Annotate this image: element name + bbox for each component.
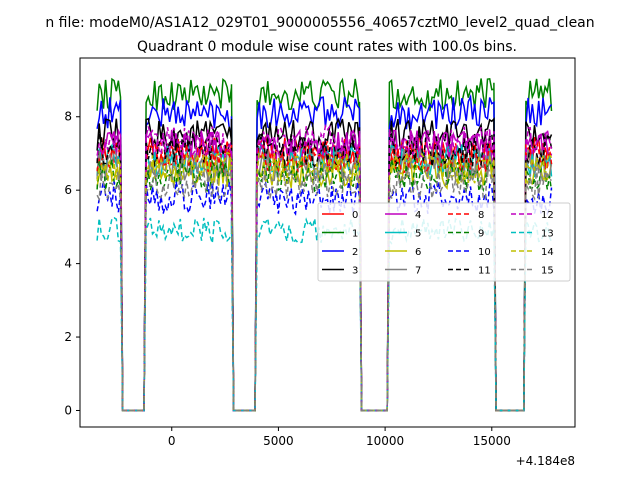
series-line-10 xyxy=(96,181,553,412)
chart-title: Quadrant 0 module wise count rates with … xyxy=(137,39,517,55)
series-line-7 xyxy=(96,146,553,412)
x-tick-label: 0 xyxy=(168,434,176,448)
legend-label-9: 9 xyxy=(478,229,484,240)
y-tick-label: 0 xyxy=(64,403,72,417)
series-line-8 xyxy=(96,139,553,412)
legend-label-8: 8 xyxy=(478,210,484,221)
x-tick-label: 15000 xyxy=(473,434,511,448)
figure-suptitle: n file: modeM0/AS1A12_029T01_9000005556_… xyxy=(45,15,594,31)
series-line-13 xyxy=(96,216,553,412)
legend-label-0: 0 xyxy=(352,210,358,221)
series-line-11 xyxy=(96,131,553,412)
series-line-15 xyxy=(96,165,552,412)
y-tick-label: 8 xyxy=(64,110,72,124)
series-line-14 xyxy=(96,151,553,412)
legend-label-12: 12 xyxy=(541,210,554,221)
legend-label-1: 1 xyxy=(352,229,358,240)
plot-frame xyxy=(79,57,576,428)
x-tick-label: 5000 xyxy=(263,434,294,448)
legend-label-3: 3 xyxy=(352,266,358,277)
legend-label-13: 13 xyxy=(541,229,554,240)
legend-label-7: 7 xyxy=(415,266,421,277)
y-axis: 0 2 4 6 8 xyxy=(64,110,80,417)
x-tick-label: 10000 xyxy=(366,434,404,448)
legend-label-4: 4 xyxy=(415,210,421,221)
legend-label-14: 14 xyxy=(541,247,554,258)
legend-label-6: 6 xyxy=(415,247,421,258)
y-tick-label: 2 xyxy=(64,330,72,344)
series-line-1 xyxy=(96,77,553,412)
legend-box xyxy=(317,202,571,282)
legend-label-5: 5 xyxy=(415,229,421,240)
y-tick-label: 4 xyxy=(64,257,72,271)
legend-label-10: 10 xyxy=(478,247,491,258)
series-line-12 xyxy=(96,123,553,412)
plot-lines xyxy=(96,77,553,412)
legend-label-11: 11 xyxy=(478,266,491,277)
y-tick-label: 6 xyxy=(64,183,72,197)
legend-label-2: 2 xyxy=(352,247,358,258)
x-offset-text: +4.184e8 xyxy=(516,454,575,468)
legend-label-15: 15 xyxy=(541,266,554,277)
x-axis: 0 5000 10000 15000 xyxy=(168,427,511,448)
